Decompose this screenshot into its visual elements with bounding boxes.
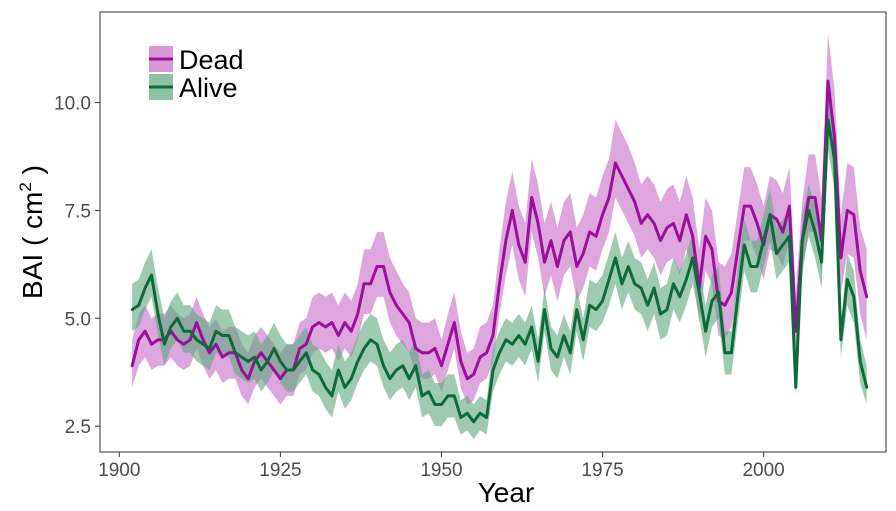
alive-confidence-band bbox=[132, 89, 867, 440]
x-tick-label: 1975 bbox=[581, 460, 623, 481]
y-axis-title-main: BAI ( cm bbox=[17, 192, 48, 299]
x-tick-label: 1925 bbox=[259, 460, 301, 481]
x-tick-label: 2000 bbox=[742, 460, 784, 481]
y-tick-label: 10.0 bbox=[54, 94, 91, 115]
y-tick-label: 7.5 bbox=[65, 201, 91, 222]
y-axis-title-superscript: 2 bbox=[16, 182, 35, 191]
x-tick-label: 1900 bbox=[98, 460, 140, 481]
alive-legend-label: Alive bbox=[179, 73, 238, 103]
dead-series-line bbox=[130, 79, 869, 381]
dead-legend-label: Dead bbox=[179, 45, 244, 75]
dead-confidence-band bbox=[132, 33, 867, 405]
y-tick-label: 5.0 bbox=[65, 309, 91, 330]
alive-series-line bbox=[130, 118, 869, 424]
y-axis-title-close: ) bbox=[17, 165, 48, 182]
x-axis-title: Year bbox=[478, 477, 535, 506]
x-tick-label: 1950 bbox=[420, 460, 462, 481]
confidence-bands bbox=[132, 33, 867, 440]
series-lines bbox=[130, 79, 869, 424]
x-axis-ticks: 1900 1925 1950 1975 2000 bbox=[98, 452, 785, 481]
y-axis-ticks: 2.5 5.0 7.5 10.0 bbox=[54, 94, 100, 438]
y-tick-label: 2.5 bbox=[65, 417, 91, 438]
y-axis-title: BAI ( cm2 ) bbox=[16, 165, 48, 299]
